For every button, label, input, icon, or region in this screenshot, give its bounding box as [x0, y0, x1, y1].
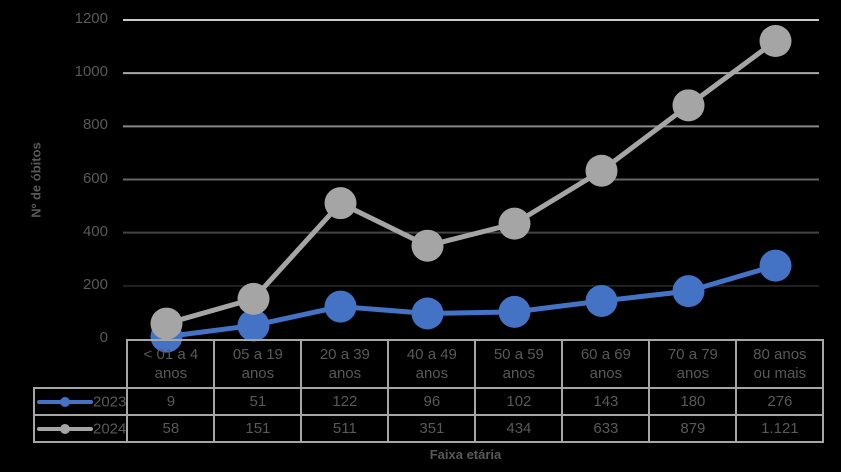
category-label: 80 anos ou mais [735, 339, 825, 389]
data-point-marker [411, 229, 444, 262]
data-point-marker [585, 154, 618, 187]
y-tick-label: 600 [82, 169, 108, 187]
y-tick-label: 1200 [74, 10, 108, 27]
data-cell: 9 [126, 387, 216, 416]
category-label: < 01 a 4 anos [126, 339, 216, 389]
data-point-marker [498, 295, 531, 328]
gridlines [123, 19, 819, 287]
data-cell: 511 [300, 414, 390, 443]
series-2023 [150, 249, 792, 353]
data-point-marker [237, 309, 270, 342]
data-point-marker [672, 89, 705, 122]
y-tick-label: 400 [82, 222, 108, 240]
data-table-corner [34, 340, 129, 389]
data-cell: 102 [474, 387, 564, 416]
data-point-marker [759, 25, 792, 58]
y-tick-label: 200 [82, 275, 108, 293]
legend-label: 2024 [93, 420, 127, 438]
data-cell: 180 [648, 387, 738, 416]
data-table: < 01 a 4 anos 05 a 19 anos 20 a 39 anos 40 a 4… [32, 339, 825, 443]
data-point-marker [585, 284, 618, 317]
data-cell: 276 [735, 387, 825, 416]
category-label: 20 a 39 anos [300, 339, 390, 389]
data-cell: 633 [561, 414, 651, 443]
data-point-marker [324, 187, 357, 220]
data-cell: 879 [648, 414, 738, 443]
data-cell: 151 [213, 414, 303, 443]
category-label: 70 a 79 anos [648, 339, 738, 389]
data-cell: 351 [387, 414, 477, 443]
category-label: 40 a 49 anos [387, 339, 477, 389]
data-point-marker [324, 290, 357, 323]
legend-line-marker-icon [37, 396, 93, 407]
data-cell: 122 [300, 387, 390, 416]
y-tick-label: 1000 [74, 63, 108, 81]
legend-line-marker-icon [37, 423, 93, 434]
data-cell: 434 [474, 414, 564, 443]
data-cell: 143 [561, 387, 651, 416]
y-tick-label: 0 [99, 329, 108, 346]
data-cell: 1.121 [735, 414, 825, 443]
data-point-marker [498, 207, 531, 240]
category-label: 50 a 59 anos [474, 339, 564, 389]
data-point-marker [672, 275, 705, 308]
data-point-marker [237, 282, 270, 315]
category-label: 05 a 19 anos [213, 339, 303, 389]
data-point-marker [759, 249, 792, 282]
data-table-row: 2024 58 151 511 351 434 633 879 1.121 [32, 414, 825, 443]
data-point-marker [150, 307, 183, 340]
legend-entry: 2023 [32, 387, 129, 416]
series-2024 [150, 25, 792, 340]
data-table-header: < 01 a 4 anos 05 a 19 anos 20 a 39 anos 40 a 4… [34, 339, 825, 389]
y-tick-label: 800 [82, 116, 108, 134]
data-cell: 51 [213, 387, 303, 416]
legend-entry: 2024 [32, 414, 129, 443]
data-cell: 58 [126, 414, 216, 443]
legend-label: 2023 [93, 393, 127, 411]
series-lines [150, 25, 792, 353]
x-axis-title: Faixa etária [429, 447, 502, 462]
data-point-marker [411, 297, 444, 330]
series-line [165, 38, 777, 326]
data-table-row: 2023 9 51 122 96 102 143 180 276 [32, 387, 825, 416]
data-cell: 96 [387, 387, 477, 416]
y-axis-title: Nº de óbitos [28, 142, 44, 218]
category-label: 60 a 69 anos [561, 339, 651, 389]
